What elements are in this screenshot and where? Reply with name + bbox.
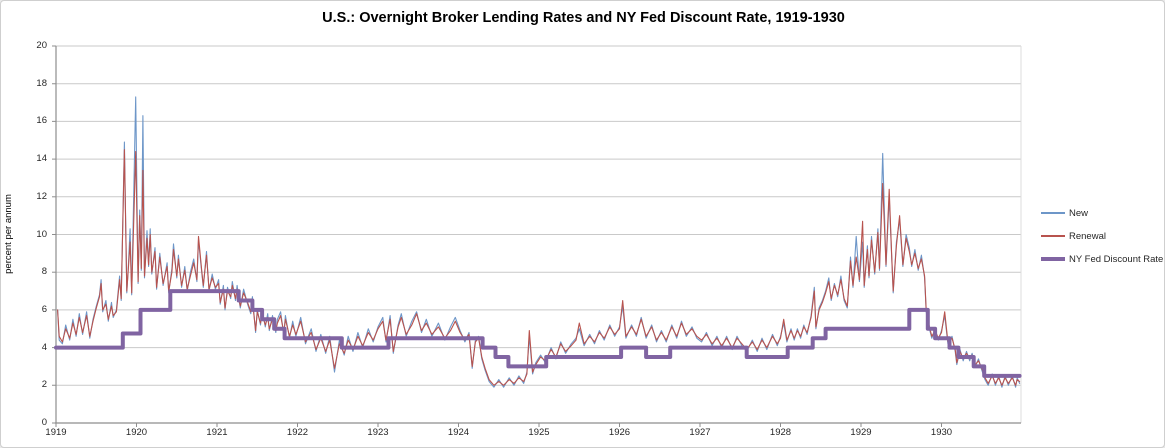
x-tick-label-1920: 1920	[125, 427, 148, 438]
legend-label-ny-fed-discount-rate: NY Fed Discount Rate	[1069, 253, 1164, 265]
x-tick-label-1929: 1929	[850, 427, 872, 438]
chart-title: U.S.: Overnight Broker Lending Rates and…	[322, 10, 845, 26]
y-tick-label-8: 8	[41, 266, 47, 278]
series-line-new	[57, 96, 1021, 388]
series-line-ny-fed-discount-rate	[54, 289, 1022, 378]
legend-item-ny-fed-discount-rate: NY Fed Discount Rate	[1041, 253, 1163, 265]
x-tick-label-1919: 1919	[45, 427, 67, 438]
y-tick-label-14: 14	[36, 153, 47, 165]
y-tick-label-2: 2	[41, 379, 47, 391]
legend-item-renewal: Renewal	[1041, 230, 1163, 242]
y-tick-label-18: 18	[36, 77, 47, 89]
x-tick-label-1925: 1925	[528, 427, 550, 438]
x-tick-label-1924: 1924	[447, 427, 470, 438]
y-tick-label-10: 10	[36, 228, 47, 240]
legend-label-renewal: Renewal	[1069, 230, 1106, 242]
y-tick-label-6: 6	[41, 303, 47, 315]
legend-label-new: New	[1069, 207, 1089, 219]
y-tick-label-20: 20	[36, 40, 47, 51]
x-tick-label-1927: 1927	[689, 427, 711, 438]
x-tick-label-1930: 1930	[930, 427, 953, 438]
legend-swatch-new	[1041, 212, 1065, 214]
legend-swatch-renewal	[1041, 235, 1065, 237]
legend-swatch-ny-fed-discount-rate	[1041, 257, 1065, 261]
legend-item-new: New	[1041, 207, 1163, 219]
y-tick-label-16: 16	[36, 115, 47, 127]
y-tick-label-0: 0	[41, 417, 47, 428]
y-tick-label-12: 12	[36, 190, 47, 202]
x-tick-label-1928: 1928	[769, 427, 792, 438]
x-tick-label-1922: 1922	[286, 427, 309, 438]
y-tick-label-4: 4	[41, 341, 47, 353]
x-tick-label-1923: 1923	[367, 427, 389, 438]
x-tick-label-1926: 1926	[608, 427, 631, 438]
legend: New Renewal NY Fed Discount Rate	[1041, 207, 1163, 276]
x-tick-label-1921: 1921	[206, 427, 228, 438]
series-line-renewal	[57, 149, 1021, 386]
